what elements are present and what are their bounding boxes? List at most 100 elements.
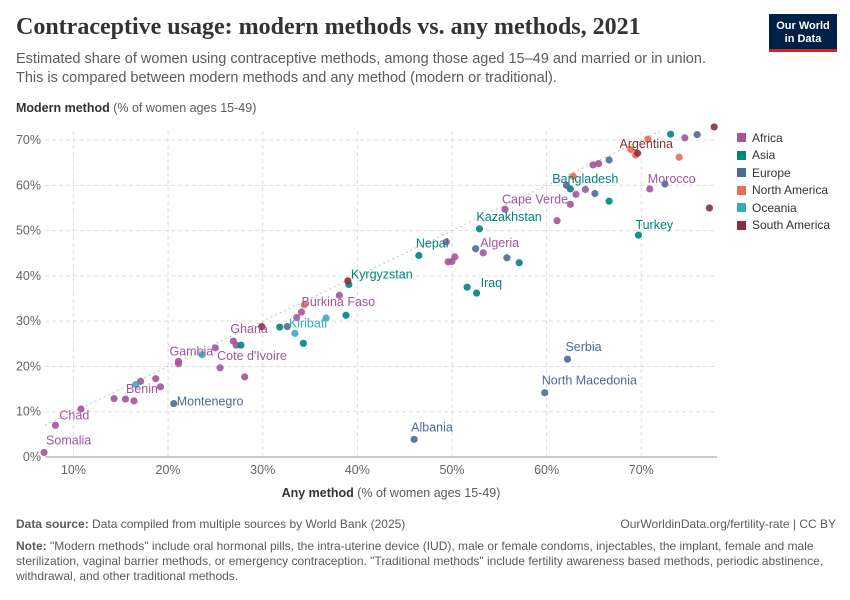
point-label: Argentina [619,137,673,151]
point-label: Gambia [169,345,213,359]
x-tick-label: 70% [629,463,654,477]
data-point [681,134,689,142]
y-tick-label: 20% [16,359,41,373]
data-point [627,145,635,154]
data-point [472,289,481,297]
data-point [644,135,652,143]
legend-label: Europe [752,165,791,180]
legend-item[interactable]: Oceania [737,199,830,217]
legend-swatch [737,133,746,143]
legend-item[interactable]: Asia [737,147,830,165]
data-point [299,339,307,347]
data-point [442,238,450,246]
point-label: Kazakhstan [476,210,541,224]
source-link[interactable]: OurWorldinData.org/fertility-rate | CC B… [620,517,836,531]
point-label: Serbia [565,340,601,354]
logo-line-1: Our World [776,20,830,32]
point-label: Burkina Faso [301,295,375,309]
data-point [170,399,178,408]
x-axis-label: Any method (% of women ages 15-49) [282,486,501,500]
data-point [563,355,572,363]
point-label: Kyrgyzstan [351,267,413,281]
data-point [156,383,165,391]
legend-item[interactable]: Europe [737,164,830,182]
y-tick-label: 50% [16,224,41,238]
legend-label: Oceania [752,200,797,215]
chart-subtitle: Estimated share of women using contracep… [16,51,706,86]
point-label: Ghana [230,322,268,336]
x-tick-label: 40% [345,463,370,477]
point-label: Iraq [481,276,503,290]
data-point [237,341,245,349]
data-point [451,253,459,261]
data-point [566,200,574,208]
note-text: "Modern methods" include oral hormonal p… [16,539,824,583]
data-point [553,217,561,225]
point-label: Montenegro [177,395,244,409]
point-label: Bangladesh [552,172,618,186]
y-axis-label-bold: Modern method [16,101,110,115]
owid-logo[interactable]: Our World in Data [769,14,837,52]
data-point [705,204,714,212]
y-axis-label: Modern method (% of women ages 15-49) [16,101,256,115]
data-point [562,181,571,189]
data-point [503,254,511,262]
data-point [515,259,523,267]
data-point [581,185,590,194]
legend-swatch [737,168,746,178]
x-tick-label: 60% [534,463,559,477]
note-label: Note: [16,539,47,553]
equality-reference-line [44,130,661,426]
y-tick-label: 30% [16,314,41,328]
data-point [77,405,85,413]
y-tick-label: 10% [16,405,41,419]
point-label: Algeria [480,236,519,250]
data-point [661,180,669,188]
data-point [152,375,160,383]
y-tick-label: 70% [16,133,41,147]
data-source: Data source: Data compiled from multiple… [16,517,405,532]
x-axis-label-bold: Any method [282,486,354,500]
legend-label: South America [752,218,831,233]
data-point [258,323,266,331]
data-point [605,197,613,205]
x-tick-label: 50% [439,463,464,477]
point-label: Turkey [635,218,673,232]
data-point [291,329,299,337]
data-point [595,160,603,168]
data-point [293,313,301,322]
data-point [342,311,350,319]
data-point [572,190,580,198]
data-point [174,357,183,366]
data-point [130,397,138,405]
data-point [51,421,60,429]
data-point [297,308,306,316]
data-point [322,314,330,322]
legend: Africa Asia Europe North America Oceania Sout… [737,129,830,234]
data-point [541,389,549,397]
data-point [501,205,509,213]
y-tick-label: 40% [16,269,41,283]
data-point [675,153,683,161]
legend-item[interactable]: South America [737,217,830,235]
legend-swatch [737,220,746,230]
legend-swatch [737,203,746,213]
data-point [634,231,643,239]
point-label: Benin [126,382,158,396]
point-label: Kiribati [289,316,327,330]
data-point [216,364,224,372]
data-point [110,394,118,403]
legend-swatch [737,185,746,195]
legend-item[interactable]: Africa [737,129,830,147]
chart-title: Contraceptive usage: modern methods vs. … [16,14,641,40]
data-point [667,130,675,138]
point-label: Albania [411,420,453,434]
point-label: Morocco [648,172,696,186]
data-point [121,395,130,403]
legend-item[interactable]: North America [737,182,830,200]
source-label: Data source: [16,517,89,531]
data-point [276,323,284,331]
legend-label: Africa [752,130,783,145]
point-label: Cape Verde [502,192,568,206]
data-point [475,225,484,233]
